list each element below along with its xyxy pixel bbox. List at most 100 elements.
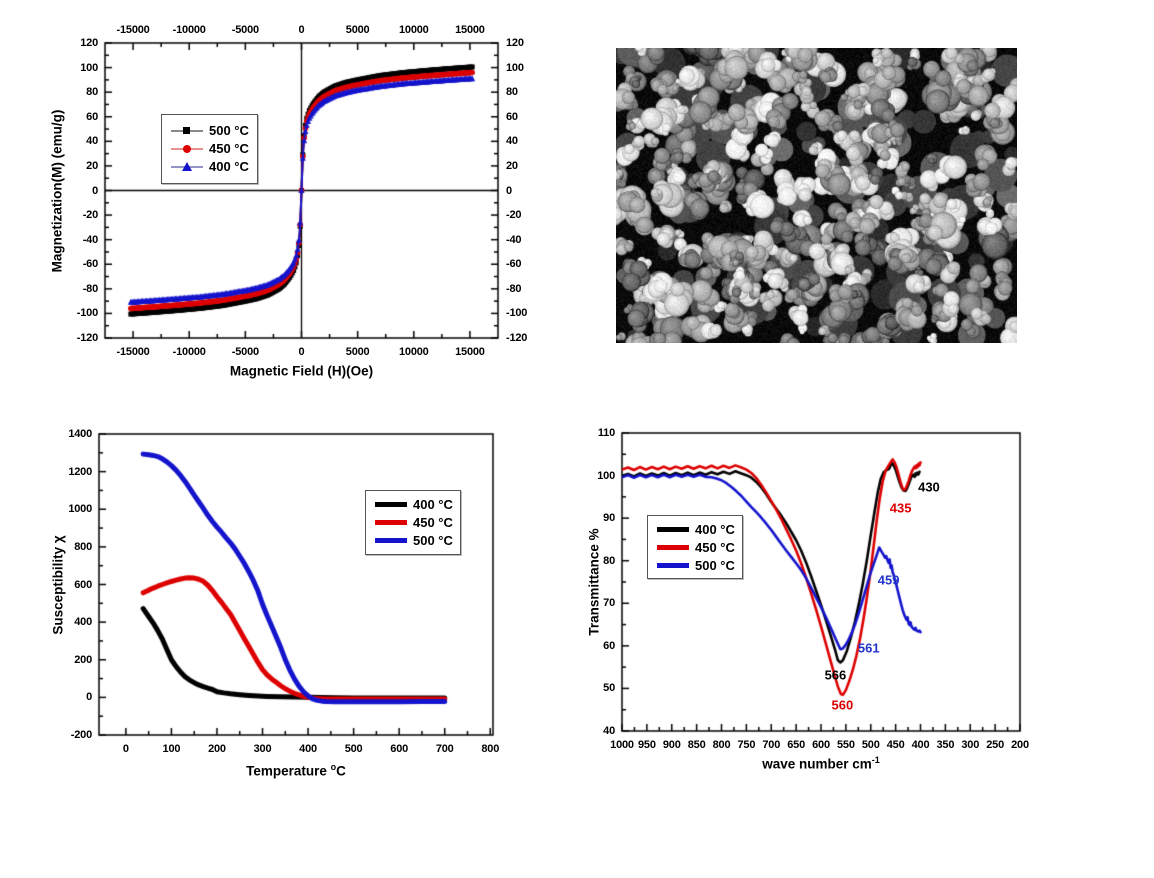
susceptibility-legend-sample <box>375 534 407 546</box>
magnetization-xtick-label: -5000 <box>231 24 259 36</box>
susceptibility-legend-entry: 400 °C <box>366 495 460 513</box>
ftir-xtick-label: 950 <box>637 739 656 751</box>
ftir-ytick-label: 100 <box>597 469 615 482</box>
magnetization-ytick-label: -60 <box>82 258 99 271</box>
susceptibility-legend-entry: 450 °C <box>366 513 460 531</box>
magnetization-ytick-label: 60 <box>86 110 98 123</box>
ftir-xtick-label: 450 <box>886 739 905 751</box>
susceptibility-xtick-label: 800 <box>481 743 500 755</box>
susceptibility-legend: 400 °C 450 °C 500 °C <box>365 490 461 555</box>
susceptibility-ytick-label: 400 <box>74 616 92 629</box>
magnetization-xtick-label: -10000 <box>172 346 206 358</box>
ftir-xtick-label: 400 <box>911 739 930 751</box>
susceptibility-legend-entry: 500 °C <box>366 531 460 549</box>
ftir-xtick-label: 650 <box>787 739 806 751</box>
ftir-xtick-label: 900 <box>662 739 681 751</box>
ftir-xtick-label: 350 <box>936 739 955 751</box>
magnetization-ytick-label: -100 <box>76 307 98 320</box>
magnetization-ytick-label: 0 <box>92 184 98 197</box>
sem-micrograph-image <box>616 48 1017 343</box>
susceptibility-ytick-label: 0 <box>86 691 92 704</box>
susceptibility-xtick-label: 600 <box>390 743 409 755</box>
magnetization-legend-sample <box>171 161 203 173</box>
magnetization-ytick-label: -100 <box>506 307 528 320</box>
magnetization-ytick-label: -120 <box>506 332 528 344</box>
ftir-xaxis-title: wave number cm-1 <box>762 755 880 772</box>
magnetization-ytick-label: -20 <box>82 209 99 222</box>
susceptibility-xtick-label: 0 <box>122 743 129 755</box>
magnetization-xtick-label: -10000 <box>172 24 206 36</box>
square-marker-icon <box>183 127 190 134</box>
ftir-yaxis-title: Transmittance % <box>587 528 602 635</box>
magnetization-xtick-label: 15000 <box>455 346 485 358</box>
susceptibility-ytick-label: 200 <box>74 653 92 666</box>
ftir-legend-sample <box>657 523 689 535</box>
susceptibility-xtick-label: 200 <box>208 743 226 755</box>
magnetization-xtick-label: 0 <box>298 24 305 36</box>
susceptibility-ytick-label: 1200 <box>68 465 92 478</box>
ftir-peak-annotation: 561 <box>857 640 880 656</box>
ftir-peak-annotation: 430 <box>918 479 940 495</box>
ftir-ytick-label: 50 <box>603 682 615 695</box>
ftir-xtick-label: 850 <box>687 739 706 751</box>
susceptibility-ytick-label: 1400 <box>68 428 92 440</box>
susceptibility-xtick-label: 300 <box>253 743 272 755</box>
magnetization-ytick-label: -120 <box>76 332 98 344</box>
ftir-peak-annotation: 566 <box>824 667 847 683</box>
magnetization-ytick-label: 0 <box>506 184 512 197</box>
ftir-legend-entry: 400 °C <box>648 520 742 538</box>
magnetization-ytick-label: 120 <box>80 37 98 49</box>
magnetization-xtick-label: 10000 <box>398 346 429 358</box>
magnetization-xaxis-title-text: Magnetic Field (H)(Oe) <box>229 363 374 379</box>
ftir-xaxis-title-sup: -1 <box>871 754 880 765</box>
susceptibility-ytick-label: 1000 <box>68 503 92 516</box>
ftir-legend-label: 400 °C <box>695 521 735 537</box>
magnetization-xtick-label: -15000 <box>116 346 150 358</box>
susceptibility-legend-sample <box>375 498 407 510</box>
magnetization-ytick-label: 120 <box>506 37 524 49</box>
ftir-peak-annotation: 435 <box>889 500 912 516</box>
ftir-legend-entry: 500 °C <box>648 556 742 574</box>
magnetization-legend: 500 °C 450 °C 400 °C <box>161 114 258 184</box>
ftir-xtick-label: 250 <box>986 739 1005 751</box>
triangle-marker-icon <box>181 161 192 171</box>
susceptibility-legend-label: 400 °C <box>413 496 453 512</box>
susceptibility-xtick-label: 500 <box>344 743 363 755</box>
ftir-xtick-label: 550 <box>836 739 855 751</box>
susceptibility-xtick-label: 400 <box>299 743 317 755</box>
magnetization-legend-label: 500 °C <box>209 123 249 138</box>
ftir-yaxis-title-text: Transmittance % <box>586 528 602 636</box>
magnetization-yaxis-title: Magnetization(M) (emu/g) <box>50 109 65 272</box>
magnetization-ytick-label: 20 <box>506 159 518 172</box>
magnetization-legend-label: 450 °C <box>209 141 249 156</box>
magnetization-ytick-label: 40 <box>506 135 518 148</box>
magnetization-legend-entry: 450 °C <box>162 140 257 158</box>
magnetization-xtick-label: 15000 <box>455 24 485 36</box>
ftir-ytick-label: 70 <box>603 597 615 610</box>
magnetization-ytick-label: -60 <box>506 258 522 271</box>
ftir-xtick-label: 1000 <box>610 739 634 751</box>
circle-marker-icon <box>182 144 191 153</box>
ftir-xtick-label: 800 <box>712 739 731 751</box>
ftir-xtick-label: 750 <box>737 739 756 751</box>
susceptibility-yaxis-title: Susceptibility χ <box>51 535 66 634</box>
magnetization-ytick-label: -80 <box>506 282 522 295</box>
ftir-peak-annotation: 560 <box>831 697 854 713</box>
susceptibility-xtick-label: 700 <box>435 743 454 755</box>
magnetization-xaxis-title: Magnetic Field (H)(Oe) <box>230 364 373 379</box>
ftir-peak-annotation: 459 <box>877 572 900 588</box>
ftir-xtick-label: 200 <box>1011 739 1029 751</box>
magnetization-xtick-label: -5000 <box>231 346 259 358</box>
magnetization-ytick-label: 60 <box>506 110 518 123</box>
ftir-ytick-label: 80 <box>603 554 615 567</box>
magnetization-ytick-label: 40 <box>86 135 98 148</box>
ftir-ytick-label: 110 <box>597 427 615 439</box>
ftir-xaxis-title-text: wave number cm <box>762 756 872 772</box>
magnetization-ytick-label: -80 <box>82 282 99 295</box>
magnetization-legend-entry: 500 °C <box>162 122 257 140</box>
susceptibility-xaxis-title-post: C <box>336 763 346 779</box>
susceptibility-legend-label: 500 °C <box>413 532 453 548</box>
susceptibility-yaxis-title-text: Susceptibility χ <box>50 534 66 635</box>
susceptibility-xaxis-title: Temperature oC <box>246 762 346 779</box>
ftir-xtick-label: 600 <box>812 739 830 751</box>
